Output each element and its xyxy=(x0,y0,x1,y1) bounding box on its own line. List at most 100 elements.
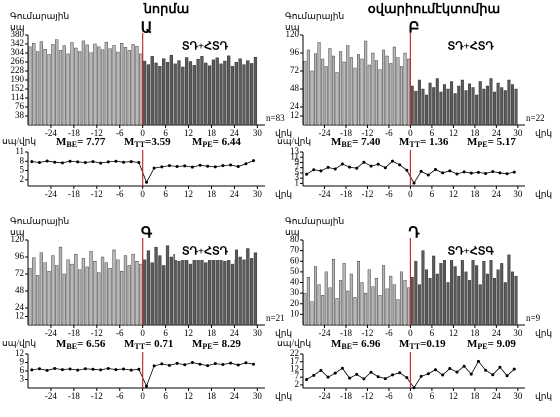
x-tick-label: -12 xyxy=(91,328,103,338)
bar xyxy=(439,91,443,126)
bar xyxy=(364,40,368,126)
stat-value: = 6.56 xyxy=(77,338,106,350)
bar xyxy=(317,42,321,126)
stat-label: M xyxy=(124,338,135,350)
point xyxy=(213,362,217,366)
bar xyxy=(468,280,471,326)
point xyxy=(448,367,452,371)
bar xyxy=(77,269,82,326)
y-tick-label: 5 xyxy=(295,167,300,177)
bar xyxy=(471,87,475,126)
annotation-bg xyxy=(440,39,501,55)
stat: MBE= 6.56 xyxy=(56,338,106,351)
bar xyxy=(223,261,227,326)
point xyxy=(305,378,309,381)
bar xyxy=(485,85,489,126)
y-tick-label: 22 xyxy=(290,348,299,358)
x-tick-label: 18 xyxy=(470,189,480,199)
stat-sub: TT xyxy=(409,342,420,351)
y-tick-label: 7 xyxy=(295,162,300,172)
point xyxy=(213,165,217,169)
bar xyxy=(328,287,332,326)
point xyxy=(206,364,210,368)
x-axis-label: վրկ xyxy=(535,391,552,401)
y-tick-label: 80 xyxy=(290,234,300,244)
bar xyxy=(357,261,360,326)
bar xyxy=(485,273,489,326)
point xyxy=(376,375,380,379)
point xyxy=(398,163,402,167)
x-tick-label: 6 xyxy=(430,391,435,401)
bar xyxy=(230,263,235,326)
x-tick-label: 6 xyxy=(430,189,435,199)
x-tick-label: -6 xyxy=(116,328,124,338)
x-tick-label: 18 xyxy=(470,128,480,138)
x-tick-label: 6 xyxy=(163,391,168,401)
y-tick-label: 9 xyxy=(20,357,25,367)
bar xyxy=(200,256,204,326)
bar xyxy=(507,254,511,326)
x-tick-label: 18 xyxy=(207,128,217,138)
bar xyxy=(374,278,378,326)
bar xyxy=(185,258,189,326)
bar xyxy=(417,79,421,126)
point xyxy=(53,366,57,370)
bar xyxy=(514,275,518,326)
bar xyxy=(425,94,429,126)
point xyxy=(53,160,57,164)
point xyxy=(476,170,480,174)
x-tick-label: -24 xyxy=(318,128,330,138)
bar xyxy=(146,64,151,126)
y-tick-label: 7 xyxy=(295,371,300,381)
point xyxy=(469,171,473,175)
bar xyxy=(223,60,227,126)
bar xyxy=(66,53,70,126)
point xyxy=(505,172,509,176)
x-axis-label: վրկ xyxy=(535,128,552,138)
bar xyxy=(43,262,47,326)
bar xyxy=(500,263,504,326)
bar xyxy=(177,261,181,326)
bar xyxy=(165,62,170,126)
bar xyxy=(192,65,196,126)
x-tick-label: -12 xyxy=(361,128,373,138)
x-tick-label: 18 xyxy=(470,391,480,401)
bar xyxy=(55,265,59,326)
point xyxy=(152,166,156,170)
bar xyxy=(457,85,461,126)
y-tick-label: 50 xyxy=(290,266,300,276)
point xyxy=(348,165,352,169)
stat-value: = 9.09 xyxy=(488,338,517,350)
bar xyxy=(234,62,238,126)
stat-value: = 6.96 xyxy=(352,338,381,350)
bar xyxy=(396,299,400,326)
bar xyxy=(360,282,364,326)
point xyxy=(167,363,171,367)
bar xyxy=(51,44,55,126)
y-tick-label: 11 xyxy=(290,151,299,161)
bar xyxy=(158,255,162,326)
point xyxy=(498,365,502,369)
bar xyxy=(389,63,393,126)
bar xyxy=(97,46,101,126)
panel-label: Ա xyxy=(141,20,153,36)
bar xyxy=(306,49,310,126)
y-tick-label: 120 xyxy=(11,234,25,244)
panel-label: Գ xyxy=(141,225,153,241)
y-tick-label: 6 xyxy=(20,365,25,375)
x-tick-label: 12 xyxy=(184,328,193,338)
bar xyxy=(310,70,314,126)
bar xyxy=(417,284,421,326)
bar xyxy=(238,58,242,126)
point xyxy=(221,164,225,168)
x-tick-label: 30 xyxy=(513,391,523,401)
bar xyxy=(407,287,411,326)
point xyxy=(68,159,72,163)
y-tick-label: 72 xyxy=(290,65,299,75)
stat-value: = 0.71 xyxy=(145,338,173,350)
bar xyxy=(410,276,414,326)
stat: MTT=3.59 xyxy=(124,136,171,149)
y-axis-label: Գումարային xyxy=(285,11,344,21)
bar xyxy=(215,259,219,326)
bar xyxy=(204,262,208,326)
